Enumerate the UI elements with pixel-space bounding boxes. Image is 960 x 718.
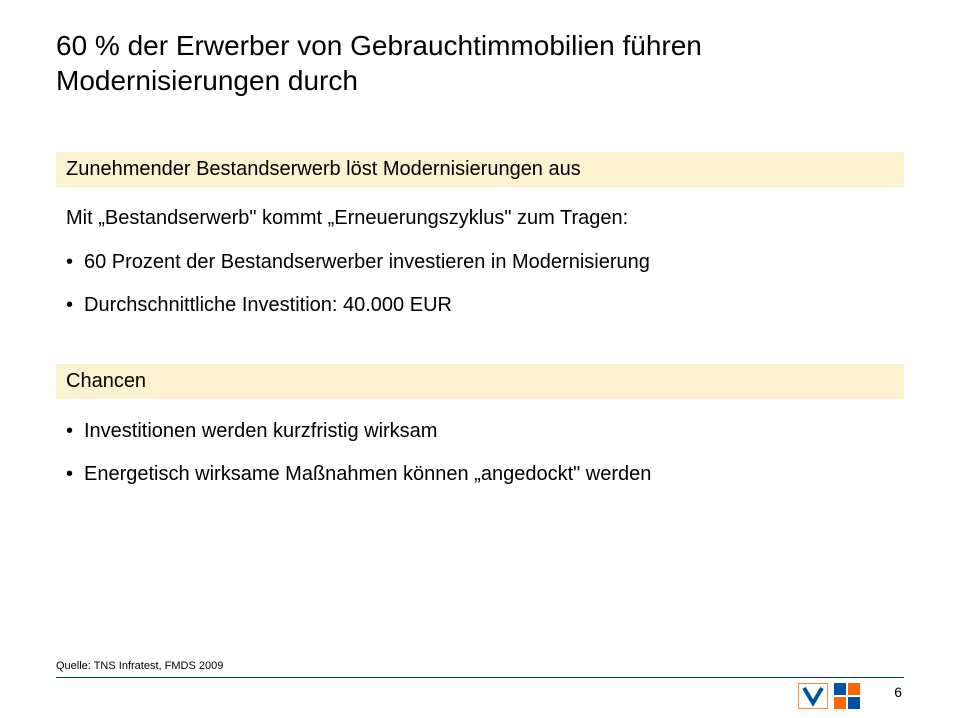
page-number: 6 xyxy=(894,684,902,700)
brand-logo xyxy=(798,682,870,710)
logo-v-icon xyxy=(798,683,828,709)
section2-heading: Chancen xyxy=(56,364,904,399)
section1-heading: Zunehmender Bestandserwerb löst Modernis… xyxy=(56,152,904,187)
logo-square xyxy=(834,683,846,695)
list-item: 60 Prozent der Bestandserwerber investie… xyxy=(66,248,904,277)
section1-bullets: 60 Prozent der Bestandserwerber investie… xyxy=(66,248,904,320)
logo-square xyxy=(848,697,860,709)
list-item: Investitionen werden kurzfristig wirksam xyxy=(66,417,904,446)
slide-title: 60 % der Erwerber von Gebrauchtimmobilie… xyxy=(56,28,904,98)
section1-intro: Mit „Bestandserwerb" kommt „Erneuerungsz… xyxy=(66,205,904,232)
logo-squares-icon xyxy=(834,683,860,709)
slide: 60 % der Erwerber von Gebrauchtimmobilie… xyxy=(0,0,960,718)
list-item: Energetisch wirksame Maßnahmen können „a… xyxy=(66,460,904,489)
section2-bullets: Investitionen werden kurzfristig wirksam… xyxy=(66,417,904,489)
footer-divider xyxy=(56,677,904,678)
source-text: Quelle: TNS Infratest, FMDS 2009 xyxy=(56,660,223,672)
logo-square xyxy=(834,697,846,709)
logo-square xyxy=(848,683,860,695)
list-item: Durchschnittliche Investition: 40.000 EU… xyxy=(66,291,904,320)
